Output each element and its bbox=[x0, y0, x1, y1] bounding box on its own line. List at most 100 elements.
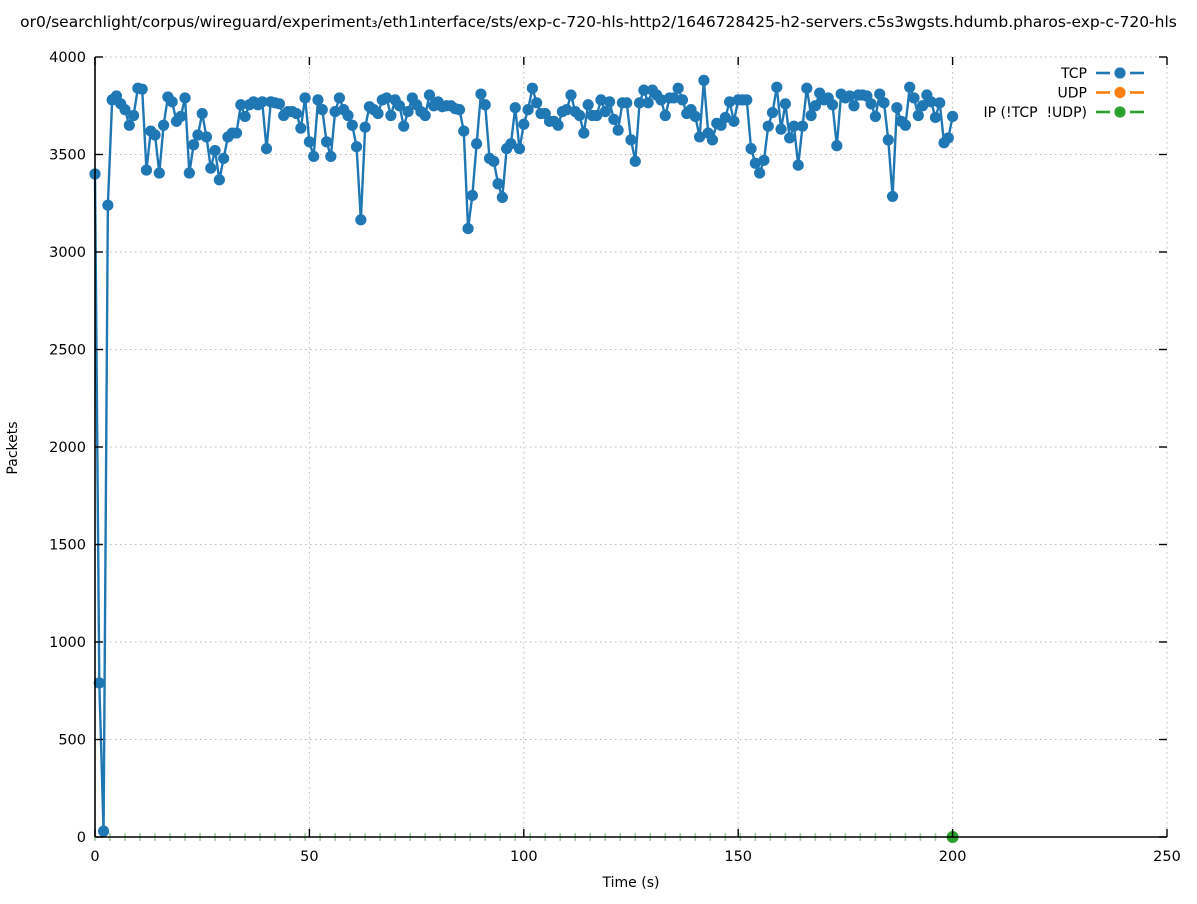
data-point bbox=[295, 122, 307, 134]
svg-text:200: 200 bbox=[939, 849, 967, 865]
data-point bbox=[621, 97, 633, 109]
data-point bbox=[518, 118, 530, 130]
svg-text:3500: 3500 bbox=[49, 148, 86, 164]
data-point bbox=[385, 109, 397, 122]
legend-marker bbox=[1114, 67, 1126, 79]
data-point bbox=[102, 199, 114, 211]
data-point bbox=[784, 132, 796, 144]
svg-text:1000: 1000 bbox=[49, 635, 86, 651]
data-point bbox=[561, 104, 573, 116]
data-point bbox=[689, 110, 701, 123]
data-point bbox=[496, 191, 508, 203]
data-point bbox=[531, 97, 543, 109]
data-point bbox=[603, 96, 616, 108]
data-point bbox=[741, 94, 753, 106]
data-point bbox=[625, 134, 637, 146]
data-point bbox=[158, 119, 170, 131]
data-point bbox=[179, 92, 191, 104]
legend-marker bbox=[1114, 106, 1126, 118]
data-point bbox=[826, 99, 839, 111]
data-point bbox=[398, 120, 410, 132]
data-point bbox=[355, 214, 367, 226]
data-point bbox=[188, 139, 200, 151]
svg-text:250: 250 bbox=[1153, 849, 1181, 865]
svg-text:50: 50 bbox=[300, 849, 318, 865]
data-point bbox=[316, 104, 328, 116]
legend-entry-udp: UDP bbox=[1058, 86, 1144, 102]
data-point bbox=[380, 92, 393, 104]
data-point bbox=[805, 109, 817, 122]
legend: TCP UDP IP (!TCP !UDP) bbox=[984, 66, 1144, 121]
data-point bbox=[218, 152, 230, 164]
data-point bbox=[552, 119, 564, 131]
data-point bbox=[526, 82, 538, 94]
data-point bbox=[848, 100, 860, 112]
data-point bbox=[886, 190, 899, 203]
data-point bbox=[333, 92, 346, 104]
data-point bbox=[458, 125, 470, 137]
data-point bbox=[230, 127, 243, 139]
y-tick-labels: 0 500 1000 1500 2000 2500 3000 3500 4000 bbox=[49, 50, 86, 846]
data-point bbox=[205, 162, 217, 174]
data-point bbox=[591, 109, 603, 122]
data-point bbox=[488, 155, 500, 167]
svg-text:0: 0 bbox=[77, 830, 86, 846]
data-point bbox=[638, 84, 650, 96]
data-point bbox=[119, 104, 131, 116]
data-point bbox=[904, 81, 916, 93]
data-point bbox=[942, 132, 954, 144]
x-tick-labels: 0 50 100 150 200 250 bbox=[90, 849, 1180, 865]
data-point bbox=[359, 121, 371, 133]
data-point bbox=[612, 124, 624, 136]
data-point bbox=[659, 109, 671, 122]
data-point bbox=[123, 119, 135, 131]
data-point bbox=[260, 143, 273, 155]
data-point bbox=[308, 150, 320, 163]
data-point bbox=[492, 178, 504, 190]
svg-text:0: 0 bbox=[90, 849, 99, 865]
data-point bbox=[475, 88, 487, 100]
data-point bbox=[925, 96, 937, 108]
data-point bbox=[595, 94, 607, 106]
data-point bbox=[235, 99, 247, 111]
data-point bbox=[912, 109, 924, 122]
data-point bbox=[599, 106, 611, 118]
data-point bbox=[175, 110, 187, 123]
data-point bbox=[393, 100, 406, 112]
data-point bbox=[239, 110, 251, 123]
data-point bbox=[844, 90, 856, 102]
data-point bbox=[865, 98, 877, 110]
data-point bbox=[299, 92, 311, 104]
data-point bbox=[899, 119, 912, 131]
data-point bbox=[878, 97, 890, 109]
y-axis-title: Packets bbox=[5, 421, 21, 475]
data-point bbox=[706, 134, 719, 146]
data-point bbox=[290, 107, 303, 120]
chart-title: or0/searchlight/corpus/wireguard/experim… bbox=[20, 13, 1177, 31]
data-point bbox=[509, 102, 521, 114]
data-point bbox=[372, 107, 384, 120]
data-point bbox=[745, 143, 757, 155]
data-point bbox=[97, 825, 110, 837]
svg-text:1500: 1500 bbox=[49, 538, 86, 554]
data-point bbox=[453, 104, 466, 116]
data-point bbox=[801, 82, 813, 94]
data-point bbox=[694, 131, 706, 143]
data-point bbox=[127, 109, 140, 122]
data-point bbox=[479, 99, 491, 111]
data-point bbox=[831, 140, 843, 152]
data-point bbox=[676, 94, 689, 106]
data-point bbox=[766, 106, 779, 119]
data-point bbox=[642, 97, 654, 109]
data-point bbox=[350, 141, 363, 153]
legend-label: UDP bbox=[1058, 86, 1087, 102]
data-point bbox=[608, 113, 620, 125]
data-point bbox=[869, 110, 882, 123]
legend-label: IP (!TCP !UDP) bbox=[984, 105, 1088, 121]
data-point bbox=[183, 167, 195, 179]
data-point bbox=[505, 138, 517, 150]
data-point bbox=[329, 106, 341, 118]
data-point bbox=[462, 223, 474, 235]
